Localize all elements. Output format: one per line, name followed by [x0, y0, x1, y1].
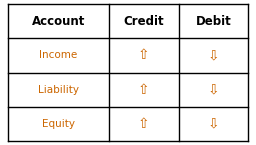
- Text: Account: Account: [31, 15, 85, 28]
- Text: Credit: Credit: [123, 15, 164, 28]
- Text: Debit: Debit: [196, 15, 231, 28]
- Text: ⇩: ⇩: [208, 117, 219, 131]
- Text: ⇧: ⇧: [138, 117, 150, 131]
- Text: ⇩: ⇩: [208, 83, 219, 97]
- Text: Income: Income: [39, 50, 77, 60]
- Text: ⇧: ⇧: [138, 83, 150, 97]
- Text: ⇧: ⇧: [138, 48, 150, 62]
- Text: ⇩: ⇩: [208, 48, 219, 62]
- Text: Equity: Equity: [42, 119, 75, 129]
- Text: Liability: Liability: [38, 85, 79, 95]
